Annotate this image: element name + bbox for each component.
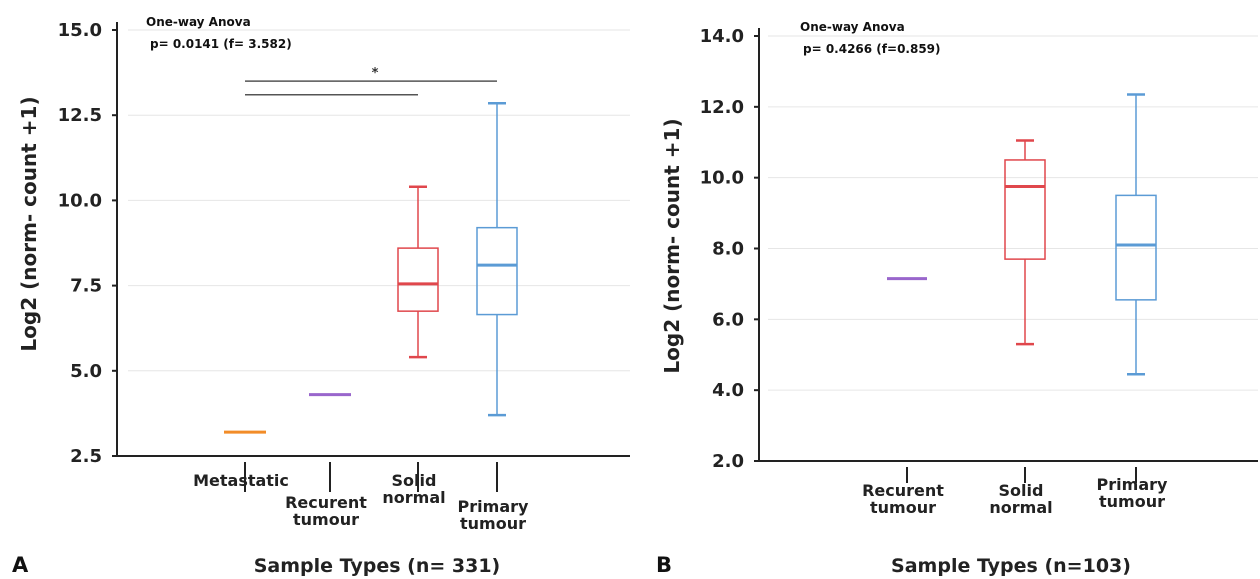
x-category-label: normal — [382, 488, 445, 507]
x-category-label: Solid — [392, 471, 437, 490]
y-tick-label: 4.0 — [712, 380, 744, 401]
y-tick-label: 7.5 — [70, 276, 102, 297]
panel-a-xlabel: Sample Types (n= 331) — [254, 555, 501, 577]
y-tick-label: 6.0 — [712, 309, 744, 330]
y-tick-label: 8.0 — [712, 239, 744, 260]
y-tick-label: 14.0 — [700, 26, 744, 47]
x-category-label: Primary — [1097, 475, 1168, 494]
x-category-label: tumour — [460, 514, 526, 533]
panel-b-xlabel: Sample Types (n=103) — [891, 555, 1131, 577]
box-iqr — [1004, 159, 1046, 260]
x-category-label: Recurent — [285, 493, 367, 512]
y-tick-label: 2.0 — [712, 451, 744, 472]
x-category-label: Metastatic — [193, 471, 289, 490]
y-tick-label: 5.0 — [70, 361, 102, 382]
y-tick-label: 12.0 — [700, 97, 744, 118]
box-iqr — [397, 247, 439, 312]
box-iqr — [476, 226, 518, 316]
panel-a-anova-stats: p= 0.0141 (f= 3.582) — [150, 37, 292, 51]
panel-a: A Log2 (norm- count +1) Sample Types (n=… — [12, 15, 630, 577]
panel-a-anova-title: One-way Anova — [146, 15, 251, 29]
x-category-label: tumour — [870, 498, 936, 517]
box-iqr — [1115, 194, 1157, 301]
panel-b-ylabel: Log2 (norm- count +1) — [660, 118, 684, 373]
panel-b: B Log2 (norm- count +1) Sample Types (n=… — [656, 20, 1258, 577]
y-tick-label: 12.5 — [58, 105, 102, 126]
x-category-label: Recurent — [862, 481, 944, 500]
y-tick-label: 10.0 — [58, 190, 102, 211]
x-category-label: normal — [989, 498, 1052, 517]
panel-a-ylabel: Log2 (norm- count +1) — [17, 96, 41, 351]
x-category-label: tumour — [1099, 492, 1165, 511]
panel-b-anova-stats: p= 0.4266 (f=0.859) — [803, 42, 941, 56]
y-tick-label: 10.0 — [700, 168, 744, 189]
panel-b-anova-title: One-way Anova — [800, 20, 905, 34]
panel-a-label: A — [12, 553, 29, 577]
x-category-label: Primary — [458, 497, 529, 516]
y-tick-label: 2.5 — [70, 446, 102, 467]
x-category-label: tumour — [293, 510, 359, 529]
panel-a-plot: 2.55.07.510.012.515.0MetastaticRecurentt… — [58, 20, 630, 533]
significance-star: * — [372, 66, 379, 81]
x-category-label: Solid — [999, 481, 1044, 500]
panel-b-plot: 2.04.06.08.010.012.014.0RecurenttumourSo… — [700, 26, 1258, 517]
panel-b-label: B — [656, 553, 672, 577]
y-tick-label: 15.0 — [58, 20, 102, 41]
